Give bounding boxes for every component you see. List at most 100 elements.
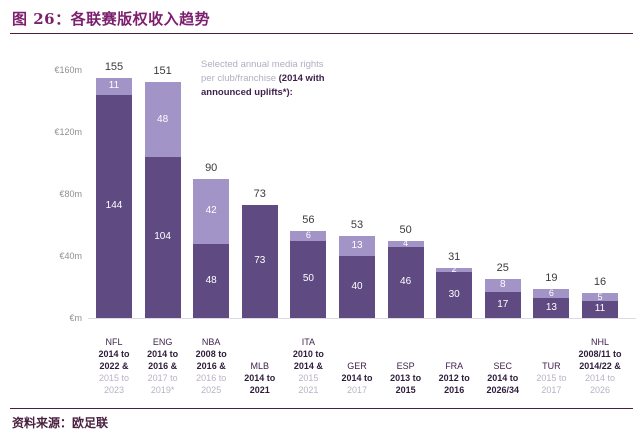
bar-segment-value: 6 xyxy=(305,230,311,241)
bar-segment-value: 42 xyxy=(205,205,217,217)
bar-segment-uplift[interactable]: 42 xyxy=(193,178,230,244)
bar-segment-value: 46 xyxy=(400,276,412,288)
category-period-secondary: 2015 to 2023 xyxy=(98,373,130,395)
bar-total-label: 16 xyxy=(593,276,607,289)
annotation-line-1: Selected annual media rights xyxy=(201,59,324,70)
chart-annotation: Selected annual media rights per club/fr… xyxy=(201,58,423,100)
bar-stack: 73 xyxy=(241,204,278,318)
bar-segment-uplift[interactable]: 11 xyxy=(96,77,132,95)
category-name: GER xyxy=(347,361,367,371)
bar-total-label: 53 xyxy=(350,218,364,231)
page-title: 图 26：各联赛版权收入趋势 xyxy=(12,10,211,28)
bar-series-container: 11 144 155 NFL 2014 to 2022 & 2015 to 2023 48 1… xyxy=(0,40,643,408)
bar-segment-base[interactable]: 11 xyxy=(582,300,618,318)
bar-segment-uplift[interactable]: 4 xyxy=(387,238,424,249)
bar-segment-base[interactable]: 13 xyxy=(533,297,570,318)
bar-segment-base[interactable]: 144 xyxy=(96,94,132,318)
x-axis-category-ger: GER 2014 to 2017 xyxy=(329,360,385,396)
bar-segment-value: 17 xyxy=(497,298,509,310)
category-name: NHL xyxy=(590,337,609,347)
bar-segment-value: 73 xyxy=(254,255,266,267)
y-axis-tick-label: €120m xyxy=(54,127,82,137)
title-divider xyxy=(10,33,633,34)
y-axis-tick-label: €160m xyxy=(54,65,82,75)
category-period-secondary: 2015 2021 xyxy=(298,373,319,395)
bar-segment-base[interactable]: 73 xyxy=(241,204,278,318)
category-period-primary: 2014 to 2021 xyxy=(244,373,276,395)
bar-segment-uplift[interactable]: 6 xyxy=(533,287,570,298)
category-period-primary: 2008/11 to 2014/22 & xyxy=(578,349,622,371)
bar-stack: 4 46 xyxy=(387,238,424,319)
bar-total-label: 50 xyxy=(399,223,412,236)
bar-total-label: 31 xyxy=(448,251,461,264)
bar-total-label: 151 xyxy=(153,65,172,78)
annotation-line-2: per club/franchise xyxy=(201,73,279,84)
x-axis-category-esp: ESP 2013 to 2015 xyxy=(378,360,434,396)
bar-total-label: 73 xyxy=(253,187,266,200)
bar-stack: 6 50 xyxy=(290,230,327,318)
x-axis-category-mlb: MLB 2014 to 2021 xyxy=(232,360,288,396)
category-period-secondary: 2017 xyxy=(346,385,368,395)
bar-segment-base[interactable]: 104 xyxy=(144,156,181,318)
category-name: FRA xyxy=(445,361,464,371)
bar-total-label: 19 xyxy=(545,271,558,284)
bar-segment-base[interactable]: 50 xyxy=(290,240,327,318)
y-axis-tick-label: €80m xyxy=(59,189,82,199)
x-axis-category-nba: NBA 2008 to 2016 & 2016 to 2025 xyxy=(183,336,239,396)
category-period-secondary: 2015 to 2017 xyxy=(536,373,567,395)
bar-segment-value: 4 xyxy=(403,238,409,249)
x-axis-category-ita: ITA 2010 to 2014 & 2015 2021 xyxy=(280,336,336,396)
bar-segment-uplift[interactable]: 48 xyxy=(144,82,181,157)
bar-segment-value: 5 xyxy=(597,291,603,302)
x-axis-category-nhl: NHL 2008/11 to 2014/22 & 2014 to 2026 xyxy=(572,336,628,396)
source-note: 资料来源：欧足联 xyxy=(12,416,109,430)
category-name: SEC xyxy=(493,361,513,371)
bar-stack: 42 48 xyxy=(193,178,230,319)
bar-segment-uplift[interactable]: 2 xyxy=(436,264,473,275)
category-period-primary: 2010 to 2014 & xyxy=(292,349,324,371)
bar-segment-uplift[interactable]: 8 xyxy=(484,279,521,292)
bar-segment-value: 40 xyxy=(351,281,363,292)
footer-divider xyxy=(10,408,633,409)
category-name: ITA xyxy=(301,337,316,347)
category-name: ESP xyxy=(396,361,415,371)
category-name: MLB xyxy=(250,361,270,371)
bar-segment-base[interactable]: 30 xyxy=(436,271,473,318)
bar-segment-value: 2 xyxy=(451,264,457,275)
bar-segment-base[interactable]: 48 xyxy=(193,243,230,318)
bar-segment-value: 48 xyxy=(205,274,217,286)
annotation-strong-1: (2014 with xyxy=(278,73,325,84)
bar-total-label: 56 xyxy=(302,214,315,227)
x-axis-baseline xyxy=(88,318,636,319)
bar-segment-base[interactable]: 40 xyxy=(339,256,375,318)
bar-segment-value: 144 xyxy=(105,200,123,212)
bar-segment-value: 50 xyxy=(302,273,314,285)
bar-segment-uplift[interactable]: 5 xyxy=(582,291,618,302)
bar-segment-value: 13 xyxy=(351,239,363,251)
bar-segment-uplift[interactable]: 13 xyxy=(339,235,375,256)
bar-segment-base[interactable]: 46 xyxy=(387,246,424,318)
category-name: NBA xyxy=(201,337,221,347)
bar-stack: 6 13 xyxy=(533,287,570,318)
category-name: TUR xyxy=(542,361,561,371)
y-axis: €m €40m €80m €120m €160m xyxy=(20,40,82,408)
bar-segment-value: 13 xyxy=(545,301,557,313)
category-period-primary: 2013 to 2015 xyxy=(390,373,422,395)
bar-segment-value: 6 xyxy=(548,287,554,298)
bar-segment-base[interactable]: 17 xyxy=(484,291,521,318)
bar-stack: 8 17 xyxy=(484,279,521,318)
bar-segment-value: 48 xyxy=(157,113,169,125)
category-period-primary: 2014 to 2022 & xyxy=(98,349,130,371)
bar-segment-uplift[interactable]: 6 xyxy=(290,230,327,241)
category-period-primary: 2012 to 2016 xyxy=(438,373,470,395)
category-period-secondary: 2014 to 2026 xyxy=(584,373,616,395)
bar-total-label: 90 xyxy=(205,161,218,174)
y-axis-tick-label: €40m xyxy=(59,251,82,261)
category-period-primary: 2008 to 2016 & xyxy=(195,349,227,371)
category-period-secondary: 2016 to 2025 xyxy=(196,373,227,395)
bar-stack: 48 104 xyxy=(144,82,181,318)
y-axis-tick-label: €m xyxy=(69,313,82,323)
bar-stack: 5 11 xyxy=(582,291,618,318)
bar-total-label: 155 xyxy=(104,60,124,73)
